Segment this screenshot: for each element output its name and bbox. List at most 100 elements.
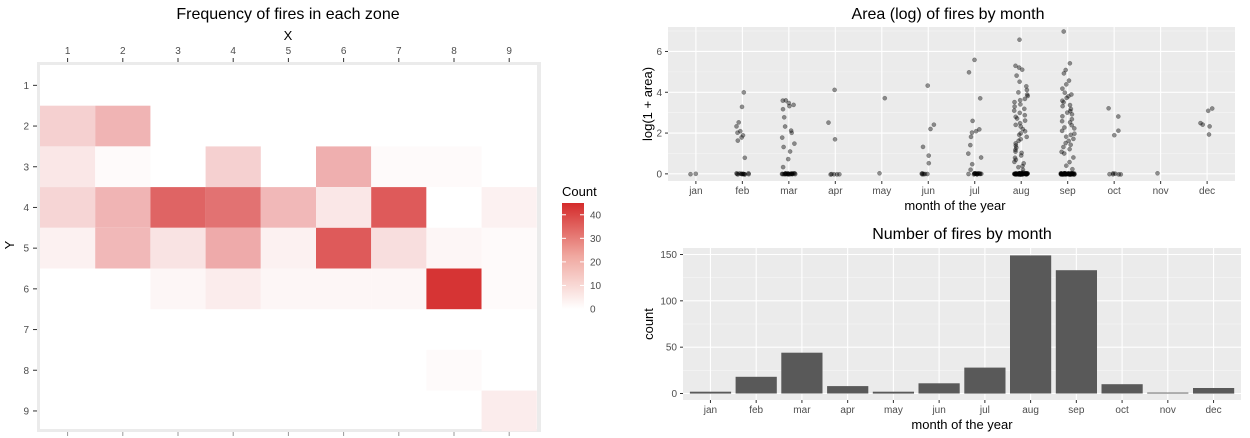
- scatter-point: [1068, 106, 1074, 112]
- heatmap-cell: [150, 268, 206, 310]
- bar-y-tick-label: 100: [660, 296, 677, 307]
- scatter-point: [693, 171, 699, 177]
- scatter-point: [978, 155, 984, 160]
- scatter-point: [1068, 142, 1073, 148]
- scatter-point: [968, 134, 974, 140]
- scatter-point: [1020, 167, 1026, 173]
- scatter-point: [784, 171, 789, 177]
- scatter-point: [734, 171, 740, 177]
- scatter-x-tick-label: aug: [1013, 186, 1030, 197]
- scatter-point: [1022, 112, 1028, 118]
- scatter-point: [931, 122, 937, 127]
- scatter-point: [1061, 29, 1066, 34]
- scatter-title: Area (log) of fires by month: [852, 6, 1045, 23]
- heatmap-cell: [371, 187, 427, 228]
- scatter-point: [735, 172, 741, 177]
- bar-x-tick-label: mar: [793, 405, 811, 416]
- scatter-point: [1067, 146, 1072, 152]
- heatmap-cell: [481, 227, 537, 269]
- scatter-point: [919, 171, 924, 176]
- scatter-point: [882, 95, 888, 101]
- heatmap-legend: Count 40 30 20 10 0: [562, 184, 602, 316]
- bar: [1193, 388, 1235, 394]
- bar-bars: [689, 255, 1235, 394]
- scatter-point: [1068, 132, 1074, 138]
- legend-tick-label: 30: [590, 234, 602, 245]
- heatmap-cell: [426, 349, 482, 391]
- bar-x-tick-label: aug: [1022, 405, 1039, 416]
- scatter-point: [1063, 67, 1068, 73]
- scatter-point: [826, 120, 831, 125]
- legend-tick-label: 10: [590, 281, 602, 292]
- bar-y-tick-label: 0: [671, 389, 677, 400]
- scatter-point: [974, 171, 979, 176]
- scatter-point: [977, 127, 982, 132]
- heatmap-cell: [426, 146, 482, 188]
- scatter-point: [1112, 132, 1117, 138]
- scatter-point: [1059, 118, 1065, 124]
- bar-title: Number of fires by month: [872, 226, 1052, 243]
- legend-tick-label: 0: [590, 305, 596, 316]
- scatter-point: [1064, 82, 1069, 87]
- scatter-point: [1064, 163, 1069, 168]
- scatter-point: [1060, 114, 1065, 119]
- scatter-point: [792, 171, 798, 176]
- heatmap-chart: Frequency of fires in each zone X Y 1 2 3 4…: [2, 6, 602, 436]
- scatter-point: [786, 100, 792, 106]
- bar-x-tick-label: may: [884, 405, 903, 416]
- scatter-point: [789, 171, 794, 176]
- scatter-y-tick-label: 0: [656, 169, 662, 180]
- scatter-point: [780, 98, 786, 103]
- scatter-point: [736, 120, 741, 125]
- scatter-x-tick-label: jul: [969, 186, 980, 197]
- scatter-point: [968, 167, 973, 172]
- scatter-point: [1059, 171, 1065, 176]
- heatmap-x-ticks: 1 2 3 4 5 6 7 8 9: [65, 46, 512, 436]
- scatter-point: [966, 70, 972, 75]
- scatter-point: [1022, 106, 1027, 112]
- scatter-point: [1060, 86, 1065, 91]
- scatter-point: [787, 171, 793, 177]
- scatter-point: [1012, 155, 1018, 161]
- bar: [1101, 384, 1143, 394]
- bar: [781, 352, 823, 394]
- scatter-point: [792, 141, 797, 146]
- scatter-point: [1072, 126, 1077, 131]
- heatmap-cells: [40, 105, 537, 432]
- scatter-point: [1019, 67, 1025, 72]
- heatmap-title: Frequency of fires in each zone: [176, 6, 399, 23]
- scatter-x-tick-label: dec: [1199, 186, 1215, 197]
- scatter-point: [1012, 99, 1017, 105]
- scatter-point: [1209, 106, 1215, 111]
- scatter-point: [966, 151, 971, 156]
- heatmap-y-tick-label: 1: [23, 81, 29, 92]
- scatter-x-tick-label: jan: [688, 186, 702, 197]
- legend-tick-label: 20: [590, 257, 602, 268]
- heatmap-cell: [205, 146, 261, 188]
- scatter-point: [1198, 120, 1203, 126]
- bar: [1147, 392, 1189, 394]
- heatmap-x-axis-label: X: [284, 28, 293, 43]
- bar-x-tick-label: jun: [931, 405, 945, 416]
- scatter-point: [781, 144, 786, 150]
- bar-x-tick-label: sep: [1068, 405, 1085, 416]
- legend-title: Count: [562, 184, 597, 199]
- scatter-point: [1116, 172, 1121, 177]
- heatmap-cell: [260, 268, 316, 310]
- scatter-point: [920, 172, 925, 177]
- scatter-point: [739, 104, 745, 110]
- scatter-point: [1069, 122, 1074, 128]
- scatter-point: [1025, 171, 1030, 176]
- scatter-point: [968, 142, 973, 148]
- scatter-point: [1024, 134, 1029, 140]
- scatter-point: [1206, 132, 1212, 137]
- heatmap-x-tick-label: 1: [65, 46, 71, 57]
- scatter-point: [779, 171, 785, 177]
- scatter-point: [740, 133, 746, 138]
- scatter-point: [1061, 100, 1066, 105]
- heatmap-cell: [426, 187, 482, 228]
- heatmap-cell: [95, 105, 151, 147]
- scatter-point: [1011, 108, 1017, 113]
- scatter-point: [974, 172, 980, 177]
